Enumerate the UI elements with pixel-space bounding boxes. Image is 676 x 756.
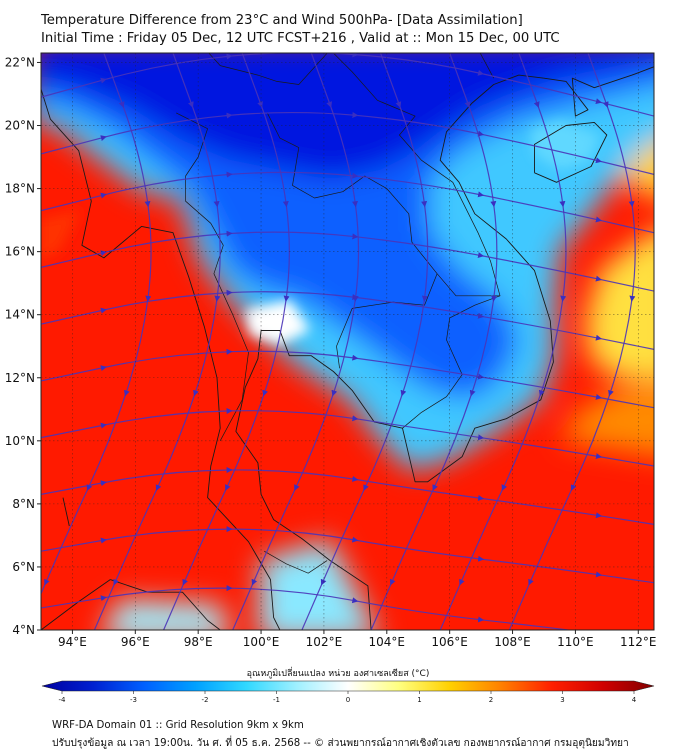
lat-tick-label: 10°N bbox=[5, 434, 35, 448]
title-line-1: Temperature Difference from 23°C and Win… bbox=[41, 13, 523, 28]
temperature-field bbox=[41, 53, 654, 630]
lat-tick-label: 8°N bbox=[12, 497, 35, 511]
colorbar-title: อุณหภูมิเปลี่ยนแปลง หน่วย องศาเซลเซียส (… bbox=[246, 669, 430, 679]
lat-tick-label: 20°N bbox=[5, 119, 35, 133]
colorbar-gradient bbox=[41, 680, 655, 692]
latitude-axis: 22°N 20°N 18°N 16°N 14°N 12°N 10°N 8°N 6°N 4°N bbox=[5, 55, 41, 637]
lon-tick-label: 112°E bbox=[620, 635, 657, 649]
colorbar-tick-label: 2 bbox=[489, 696, 493, 704]
colorbar: -4 -3 -2 -1 0 1 2 3 4 bbox=[41, 680, 655, 704]
streamline bbox=[508, 53, 636, 630]
lon-tick-label: 98°E bbox=[184, 635, 213, 649]
lat-tick-label: 6°N bbox=[12, 560, 35, 574]
colorbar-tick-label: 1 bbox=[417, 696, 421, 704]
lat-tick-label: 18°N bbox=[5, 182, 35, 196]
chart-title: Temperature Difference from 23°C and Win… bbox=[41, 12, 560, 48]
lat-tick-label: 12°N bbox=[5, 371, 35, 385]
colorbar-tick-label: 0 bbox=[346, 696, 350, 704]
streamline bbox=[41, 585, 602, 630]
colorbar-tick-label: -2 bbox=[202, 696, 209, 704]
lat-tick-label: 14°N bbox=[5, 308, 35, 322]
longitude-axis: 94°E 96°E 98°E 100°E 102°E 104°E 106°E 108°E 110… bbox=[58, 630, 657, 649]
colorbar-tick-label: -3 bbox=[130, 696, 137, 704]
footer-model-info: WRF-DA Domain 01 :: Grid Resolution 9km … bbox=[52, 720, 304, 731]
lat-lon-grid bbox=[41, 53, 654, 630]
colorbar-tick-label: -4 bbox=[59, 696, 67, 704]
streamline bbox=[41, 53, 654, 117]
lon-tick-label: 96°E bbox=[121, 635, 150, 649]
lon-tick-label: 110°E bbox=[557, 635, 594, 649]
colorbar-tick-label: 4 bbox=[632, 696, 637, 704]
lat-tick-label: 22°N bbox=[5, 55, 35, 69]
lat-tick-label: 4°N bbox=[12, 623, 35, 637]
lon-tick-label: 102°E bbox=[306, 635, 343, 649]
lat-tick-label: 16°N bbox=[5, 245, 35, 259]
map-frame bbox=[40, 52, 655, 631]
colorbar-tick-label: -1 bbox=[273, 696, 280, 704]
footer-credit: ปรับปรุงข้อมูล ณ เวลา 19:00น. วัน ศ. ที่… bbox=[52, 738, 629, 749]
lon-tick-label: 94°E bbox=[58, 635, 87, 649]
title-line-2: Initial Time : Friday 05 Dec, 12 UTC FCS… bbox=[41, 31, 560, 46]
lon-tick-label: 108°E bbox=[494, 635, 531, 649]
colorbar-tick-label: 3 bbox=[560, 696, 564, 704]
lon-tick-label: 106°E bbox=[431, 635, 468, 649]
wind-streamlines bbox=[41, 53, 654, 630]
lon-tick-label: 100°E bbox=[243, 635, 280, 649]
lon-tick-label: 104°E bbox=[369, 635, 406, 649]
